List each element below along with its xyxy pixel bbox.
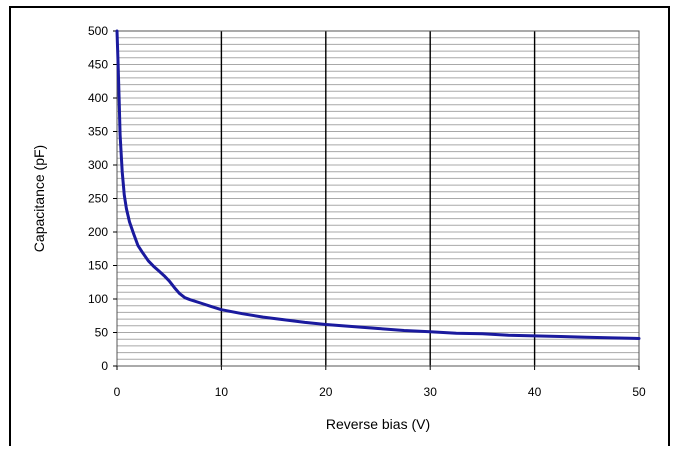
- y-axis-label: Capacitance (pF): [31, 145, 47, 252]
- x-tick-label: 50: [632, 385, 646, 399]
- y-tick-label: 0: [101, 359, 108, 373]
- y-tick-label: 500: [88, 24, 108, 38]
- minor-gridlines: [117, 30, 639, 367]
- y-tick-label: 100: [88, 292, 108, 306]
- y-tick-label: 400: [88, 91, 108, 105]
- x-tick-label: 30: [424, 385, 438, 399]
- chart-frame: [9, 6, 670, 446]
- y-tick-label: 200: [88, 225, 108, 239]
- capacitance-curve: [115, 29, 641, 340]
- y-tick-labels: 0 50 100 150 200 250 300 350 400 450 500: [88, 24, 108, 373]
- y-tick-label: 150: [88, 259, 108, 273]
- y-tick-label: 300: [88, 158, 108, 172]
- x-tick-label: 10: [215, 385, 229, 399]
- x-tick-label: 20: [319, 385, 333, 399]
- y-tick-label: 50: [95, 326, 109, 340]
- x-tick-label: 40: [528, 385, 542, 399]
- x-tick-labels: 0 10 20 30 40 50: [114, 385, 646, 399]
- x-tick-label: 0: [114, 385, 121, 399]
- x-axis-label: Reverse bias (V): [326, 416, 430, 432]
- series-layer: [115, 29, 641, 340]
- y-tick-label: 450: [88, 58, 108, 72]
- y-tick-label: 350: [88, 125, 108, 139]
- y-tick-label: 250: [88, 192, 108, 206]
